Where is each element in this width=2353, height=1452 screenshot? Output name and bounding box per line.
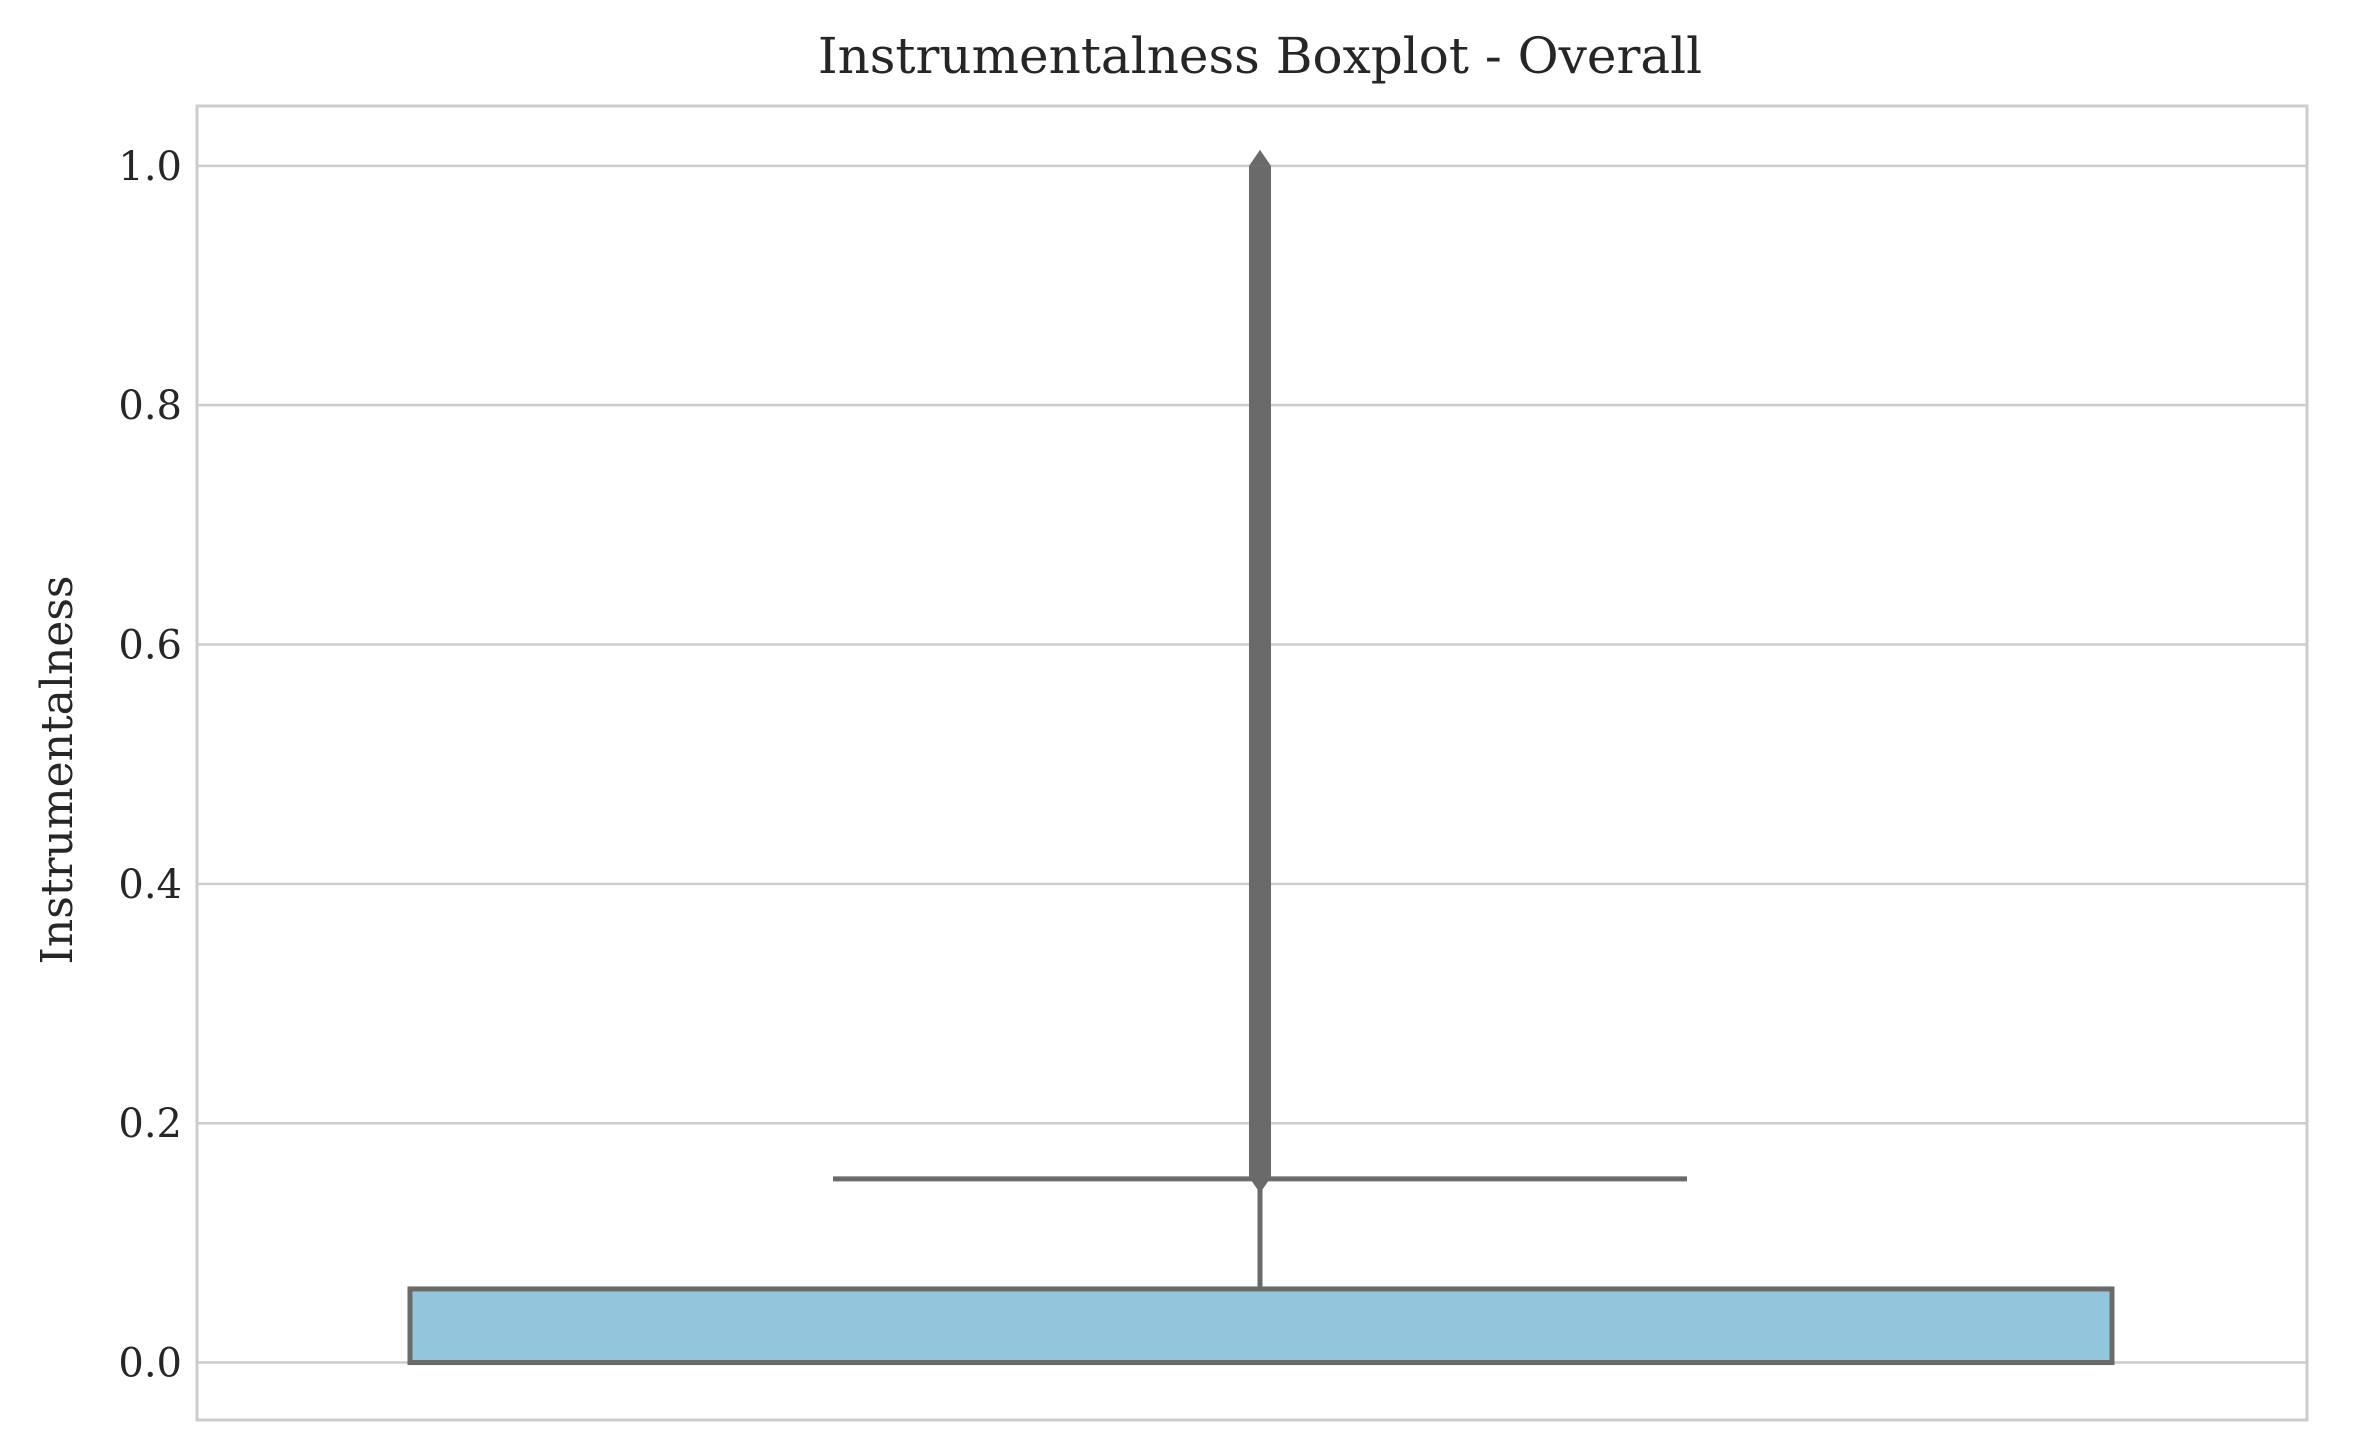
y-tick-label: 0.8: [118, 383, 182, 429]
box-element: [407, 149, 2115, 1366]
y-tick-label: 0.4: [118, 862, 182, 908]
y-axis-label: Instrumentalness: [32, 576, 83, 965]
y-tick-labels: 0.0 0.2 0.4 0.6 0.8 1.0: [118, 144, 182, 1387]
y-tick-label: 1.0: [118, 144, 182, 190]
plot-frame: [195, 104, 2309, 1422]
outlier-bottom-point: [1249, 1177, 1271, 1194]
chart-title: Instrumentalness Boxplot - Overall: [818, 27, 1702, 85]
y-tick-label: 0.0: [118, 1341, 182, 1387]
interquartile-box: [407, 1286, 2115, 1366]
outlier-points: [1249, 165, 1271, 1178]
outlier-top-point: [1249, 149, 1271, 166]
y-tick-label: 0.2: [118, 1101, 182, 1147]
y-tick-label: 0.6: [118, 623, 182, 669]
